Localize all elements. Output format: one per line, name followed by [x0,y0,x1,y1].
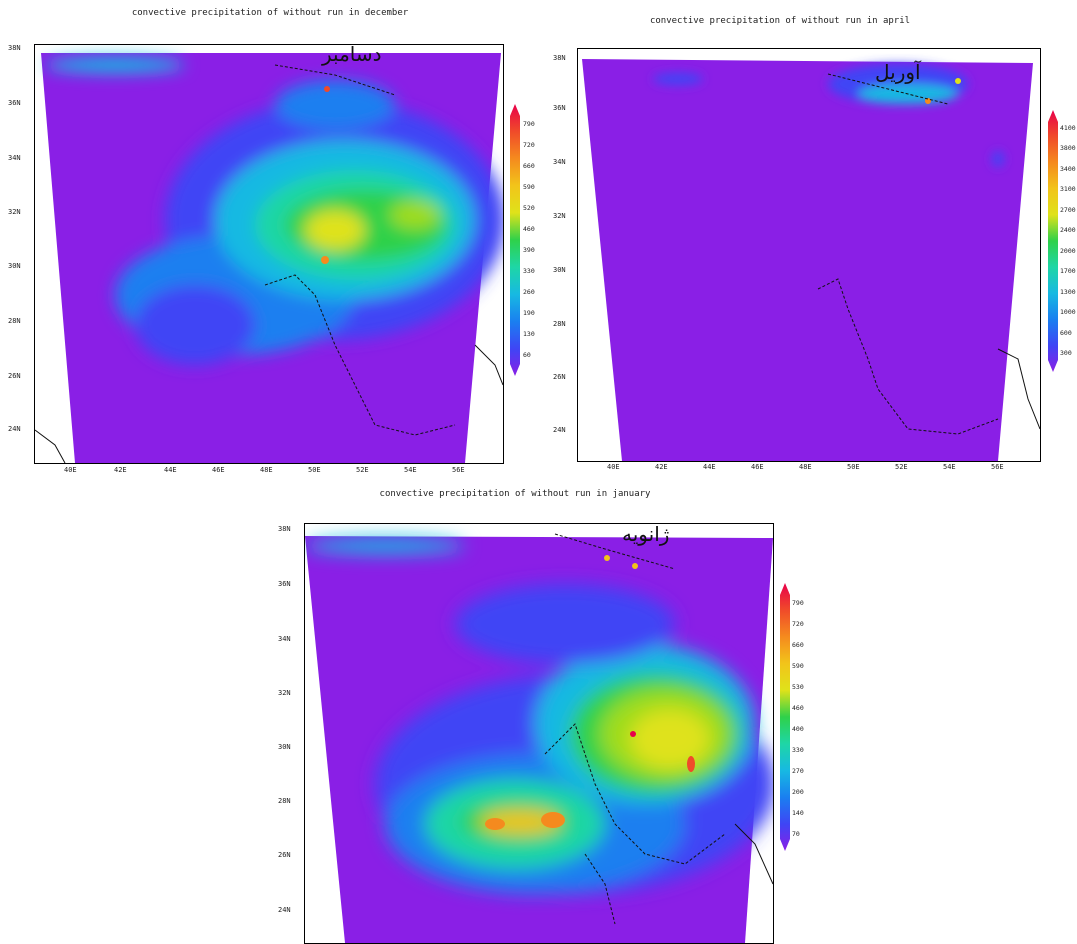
colorbar-label: 520 [523,204,535,212]
lat-label: 28N [553,320,566,328]
colorbar-label: 70 [792,830,800,838]
colorbar-label: 2400 [1060,226,1076,234]
map-area [577,48,1041,462]
lat-label: 28N [278,797,291,805]
colorbar-label: 720 [792,620,804,628]
lat-label: 34N [8,154,21,162]
lon-label: 40E [607,463,620,471]
colorbar-label: 3800 [1060,144,1076,152]
colorbar-label: 400 [792,725,804,733]
colorbar [1048,110,1058,372]
colorbar-label: 790 [523,120,535,128]
lat-label: 30N [553,266,566,274]
lat-label: 32N [278,689,291,697]
panel-title: convective precipitation of without run … [649,16,911,26]
lon-label: 56E [452,466,465,474]
colorbar-label: 720 [523,141,535,149]
colorbar-label: 3400 [1060,165,1076,173]
lon-label: 42E [655,463,668,471]
map-area [304,523,774,944]
lat-label: 30N [8,262,21,270]
lat-label: 36N [278,580,291,588]
lon-label: 48E [260,466,273,474]
month-label: دسامبر [322,42,382,66]
colorbar-label: 600 [1060,329,1072,337]
colorbar-label: 460 [792,704,804,712]
colorbar-gradient [1048,110,1058,372]
lat-label: 38N [553,54,566,62]
colorbar-label: 2700 [1060,206,1076,214]
map-panel-april: convective precipitation of without run … [545,0,1077,475]
lat-label: 38N [278,525,291,533]
colorbar-label: 660 [792,641,804,649]
precipitation-field [35,53,503,463]
precipitation-field [305,533,773,943]
lon-label: 44E [164,466,177,474]
lat-label: 24N [278,906,291,914]
colorbar [510,104,520,376]
colorbar-label: 790 [792,599,804,607]
colorbar-label: 60 [523,351,531,359]
lon-label: 40E [64,466,77,474]
lon-label: 48E [799,463,812,471]
colorbar-label: 260 [523,288,535,296]
map-area [34,44,504,464]
lat-label: 24N [553,426,566,434]
colorbar-label: 130 [523,330,535,338]
colorbar-label: 270 [792,767,804,775]
precipitation-field [582,59,1040,461]
colorbar-label: 1000 [1060,308,1076,316]
lat-label: 26N [278,851,291,859]
lat-label: 34N [278,635,291,643]
colorbar-label: 3100 [1060,185,1076,193]
lon-label: 54E [943,463,956,471]
lat-label: 26N [8,372,21,380]
lon-label: 52E [356,466,369,474]
lon-label: 50E [308,466,321,474]
map-panel-january: convective precipitation of without run … [270,485,810,944]
colorbar-label: 200 [792,788,804,796]
lat-label: 32N [8,208,21,216]
lon-label: 46E [212,466,225,474]
colorbar [780,583,790,851]
lat-label: 36N [8,99,21,107]
colorbar-label: 590 [523,183,535,191]
colorbar-label: 1700 [1060,267,1076,275]
colorbar-label: 390 [523,246,535,254]
colorbar-label: 190 [523,309,535,317]
lat-label: 34N [553,158,566,166]
lat-label: 30N [278,743,291,751]
colorbar-gradient [780,583,790,851]
lat-label: 28N [8,317,21,325]
colorbar-label: 140 [792,809,804,817]
colorbar-label: 2000 [1060,247,1076,255]
colorbar-label: 460 [523,225,535,233]
month-label: ژانویه [622,522,670,546]
lon-label: 46E [751,463,764,471]
lon-label: 52E [895,463,908,471]
lon-label: 50E [847,463,860,471]
map-panel-december: convective precipitation of without run … [0,0,540,475]
lat-label: 24N [8,425,21,433]
colorbar-label: 530 [792,683,804,691]
lon-label: 54E [404,466,417,474]
colorbar-label: 590 [792,662,804,670]
colorbar-label: 660 [523,162,535,170]
lat-label: 38N [8,44,21,52]
lon-label: 56E [991,463,1004,471]
lon-label: 42E [114,466,127,474]
lat-label: 32N [553,212,566,220]
colorbar-gradient [510,104,520,376]
colorbar-label: 300 [1060,349,1072,357]
colorbar-label: 4100 [1060,124,1076,132]
month-label: آوریل [875,60,921,84]
colorbar-label: 330 [792,746,804,754]
lat-label: 26N [553,373,566,381]
panel-title: convective precipitation of without run … [379,489,651,499]
lat-label: 36N [553,104,566,112]
lon-label: 44E [703,463,716,471]
panel-title: convective precipitation of without run … [131,8,409,18]
colorbar-label: 1300 [1060,288,1076,296]
colorbar-label: 330 [523,267,535,275]
